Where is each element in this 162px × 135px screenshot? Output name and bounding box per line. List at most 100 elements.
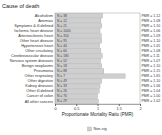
tick-mark (140, 104, 141, 106)
bar (55, 99, 98, 103)
n-label: N = 95 (57, 39, 67, 43)
tick-label: 0.5 (74, 107, 79, 111)
tick-mark (119, 104, 120, 106)
data-label: PMR = 1.10 (142, 24, 161, 28)
tick: 2 (139, 104, 141, 111)
data-label: PMR = 1.12 (142, 14, 161, 18)
data-label: PMR = 1.06 (142, 29, 161, 33)
tick-mark (76, 104, 77, 106)
data-label: PMR = 1.04 (142, 89, 161, 93)
tick-label: 0 (54, 107, 56, 111)
n-labels: N = 38N = 12N = 21N = 1040N = 310N = 95N… (57, 14, 71, 103)
n-label: N = 310 (57, 34, 69, 38)
data-label: PMR = 1.10 (142, 64, 161, 68)
category-label: Other respiratory (25, 74, 54, 78)
bars (55, 14, 125, 104)
category-label: Alcoholism (35, 14, 53, 18)
bar (55, 14, 103, 18)
data-label: PMR = 1.15 (142, 69, 161, 73)
data-label: PMR = 1.07 (142, 59, 161, 63)
tick-mark (98, 104, 99, 106)
bar (55, 24, 102, 28)
category-label: Hypertensive heart (21, 44, 54, 48)
data-labels: PMR = 1.12PMR = 1.08PMR = 1.10PMR = 1.06… (142, 14, 161, 103)
n-label: N = 70 (57, 94, 67, 98)
bar (55, 64, 102, 68)
category-labels: AlcoholismAnemiasSymptoms & ill-definedI… (10, 14, 54, 103)
tick-label: 2 (139, 107, 141, 111)
n-label: N = 60 (57, 49, 67, 53)
bar (55, 89, 99, 93)
legend-label: Non-sig (94, 127, 107, 131)
bar (55, 49, 101, 53)
n-label: N = 21 (57, 24, 67, 28)
data-label: PMR = 1.09 (142, 34, 161, 38)
bar (55, 74, 125, 78)
bar (55, 94, 98, 98)
x-axis-title: Proportionate Mortality Ratio (PMR) (62, 112, 134, 117)
bar (55, 54, 102, 58)
bar (55, 29, 100, 33)
tick: 1.5 (117, 104, 122, 111)
bar (55, 69, 104, 73)
category-label: All other cancers (25, 100, 53, 104)
data-label: PMR = 1.05 (142, 44, 161, 48)
n-label: N = 38 (57, 14, 67, 18)
tick: 1 (97, 104, 99, 111)
data-label: PMR = 1.10 (142, 39, 161, 43)
n-label: N = 29 (57, 99, 67, 103)
n-label: N = 52 (57, 59, 67, 63)
category-label: Other digestive (27, 79, 53, 83)
n-label: N = 1040 (57, 29, 71, 33)
title: Cause of death (2, 3, 39, 9)
x-axis: 0 0.5 1 1.5 2 (54, 104, 141, 111)
bar (55, 39, 102, 43)
data-label: PMR = 1.11 (142, 54, 160, 58)
category-label: Kidney diseases (25, 84, 53, 88)
chart: Cause of death AlcoholismAnemiasSymptoms … (0, 0, 162, 135)
n-label: N = 49 (57, 79, 67, 83)
category-label: Other circulatory (25, 49, 53, 53)
tick: 0.5 (74, 104, 79, 111)
data-label: PMR = 1.08 (142, 19, 161, 23)
category-label: Cerebrovascular disease (11, 54, 53, 58)
n-label: N = 44 (57, 44, 67, 48)
category-label: Pneumonia (34, 69, 54, 73)
category-label: Cancer of colon (26, 94, 53, 98)
category-label: Ischemic heart disease (14, 29, 53, 33)
n-label: N = 33 (57, 84, 67, 88)
legend-swatch (88, 127, 92, 131)
category-label: Benign neoplasms (22, 64, 53, 68)
n-label: N = 26 (57, 89, 67, 93)
bar (55, 44, 100, 48)
data-label: PMR = 1.10 (142, 79, 161, 83)
bar (55, 19, 101, 23)
category-label: Arteriosclerotic heart (18, 34, 54, 38)
data-label: PMR = 1.02 (142, 99, 161, 103)
tick-label: 1.5 (117, 107, 122, 111)
n-label: N = 88 (57, 69, 67, 73)
legend: Non-sig (88, 127, 107, 131)
category-label: Other ill-defined (26, 89, 53, 93)
data-label: PMR = 1.65 (142, 74, 161, 78)
category-label: Other heart disease (20, 39, 53, 43)
bar (55, 84, 100, 88)
bar (55, 59, 100, 63)
data-label: PMR = 1.00 (142, 94, 161, 98)
n-label: N = 12 (57, 19, 67, 23)
bar (55, 34, 101, 38)
n-label: N = 180 (57, 54, 69, 58)
category-label: Anemias (38, 19, 53, 23)
category-label: Nervous system diseases (10, 59, 53, 63)
n-label: N = 7 (57, 74, 65, 78)
bar (55, 79, 102, 83)
tick: 0 (54, 104, 56, 111)
data-label: PMR = 1.06 (142, 84, 161, 88)
plot-frame (55, 13, 140, 104)
data-label: PMR = 1.08 (142, 49, 161, 53)
plot: AlcoholismAnemiasSymptoms & ill-definedI… (10, 13, 160, 111)
category-label: Symptoms & ill-defined (14, 24, 53, 28)
tick-label: 1 (97, 107, 99, 111)
tick-mark (55, 104, 56, 106)
n-label: N = 18 (57, 64, 67, 68)
